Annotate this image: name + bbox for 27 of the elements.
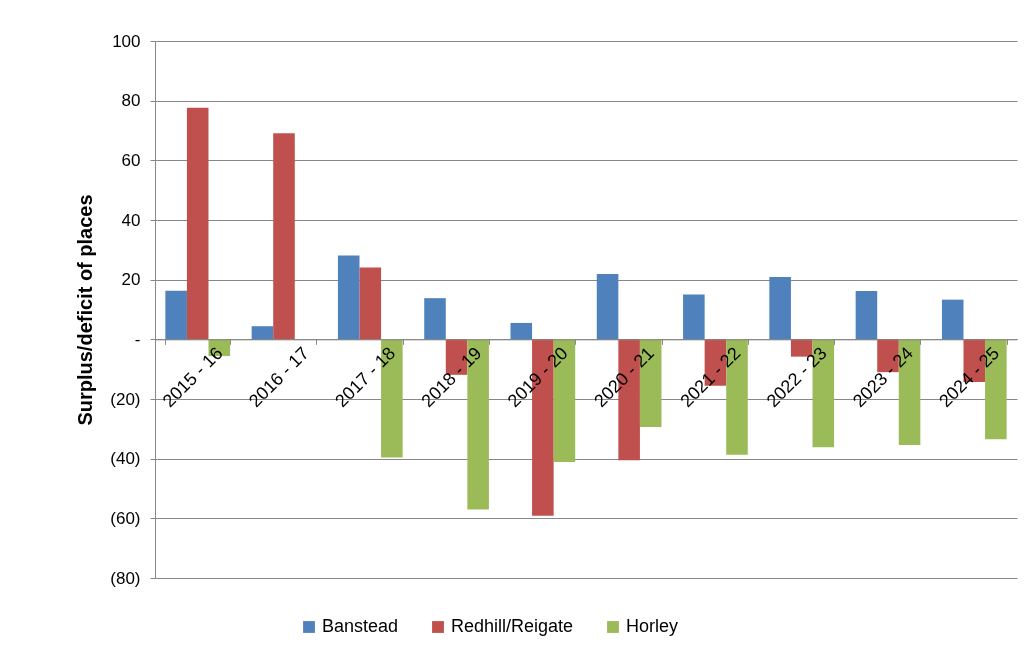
- bar: [683, 294, 705, 340]
- bar: [855, 291, 878, 340]
- bar: [359, 267, 382, 340]
- bar: [251, 326, 274, 340]
- legend-label: Banstead: [322, 616, 399, 636]
- bar: [941, 299, 964, 340]
- bar: [769, 276, 791, 340]
- y-tick-label: 100: [112, 31, 141, 51]
- bar: [596, 274, 619, 340]
- y-tick-label: (40): [110, 449, 141, 469]
- y-tick-label: 80: [121, 91, 141, 111]
- y-tick-label: 40: [121, 210, 141, 230]
- y-tick-label: (60): [110, 508, 141, 528]
- y-axis-title: Surplus/deficit of places: [74, 194, 97, 426]
- bar: [165, 290, 187, 340]
- y-tick-label: (20): [110, 389, 141, 409]
- bar: [424, 298, 446, 340]
- bar: [273, 133, 295, 340]
- y-tick-label: -: [134, 329, 141, 349]
- bar: [510, 322, 533, 340]
- legend-label: Horley: [626, 616, 679, 636]
- bar: [337, 255, 360, 340]
- y-tick-label: 60: [121, 150, 141, 170]
- legend-label: Redhill/Reigate: [451, 616, 574, 636]
- y-tick-label: 20: [121, 270, 141, 290]
- y-tick-label: (80): [110, 568, 141, 588]
- bar: [186, 107, 209, 340]
